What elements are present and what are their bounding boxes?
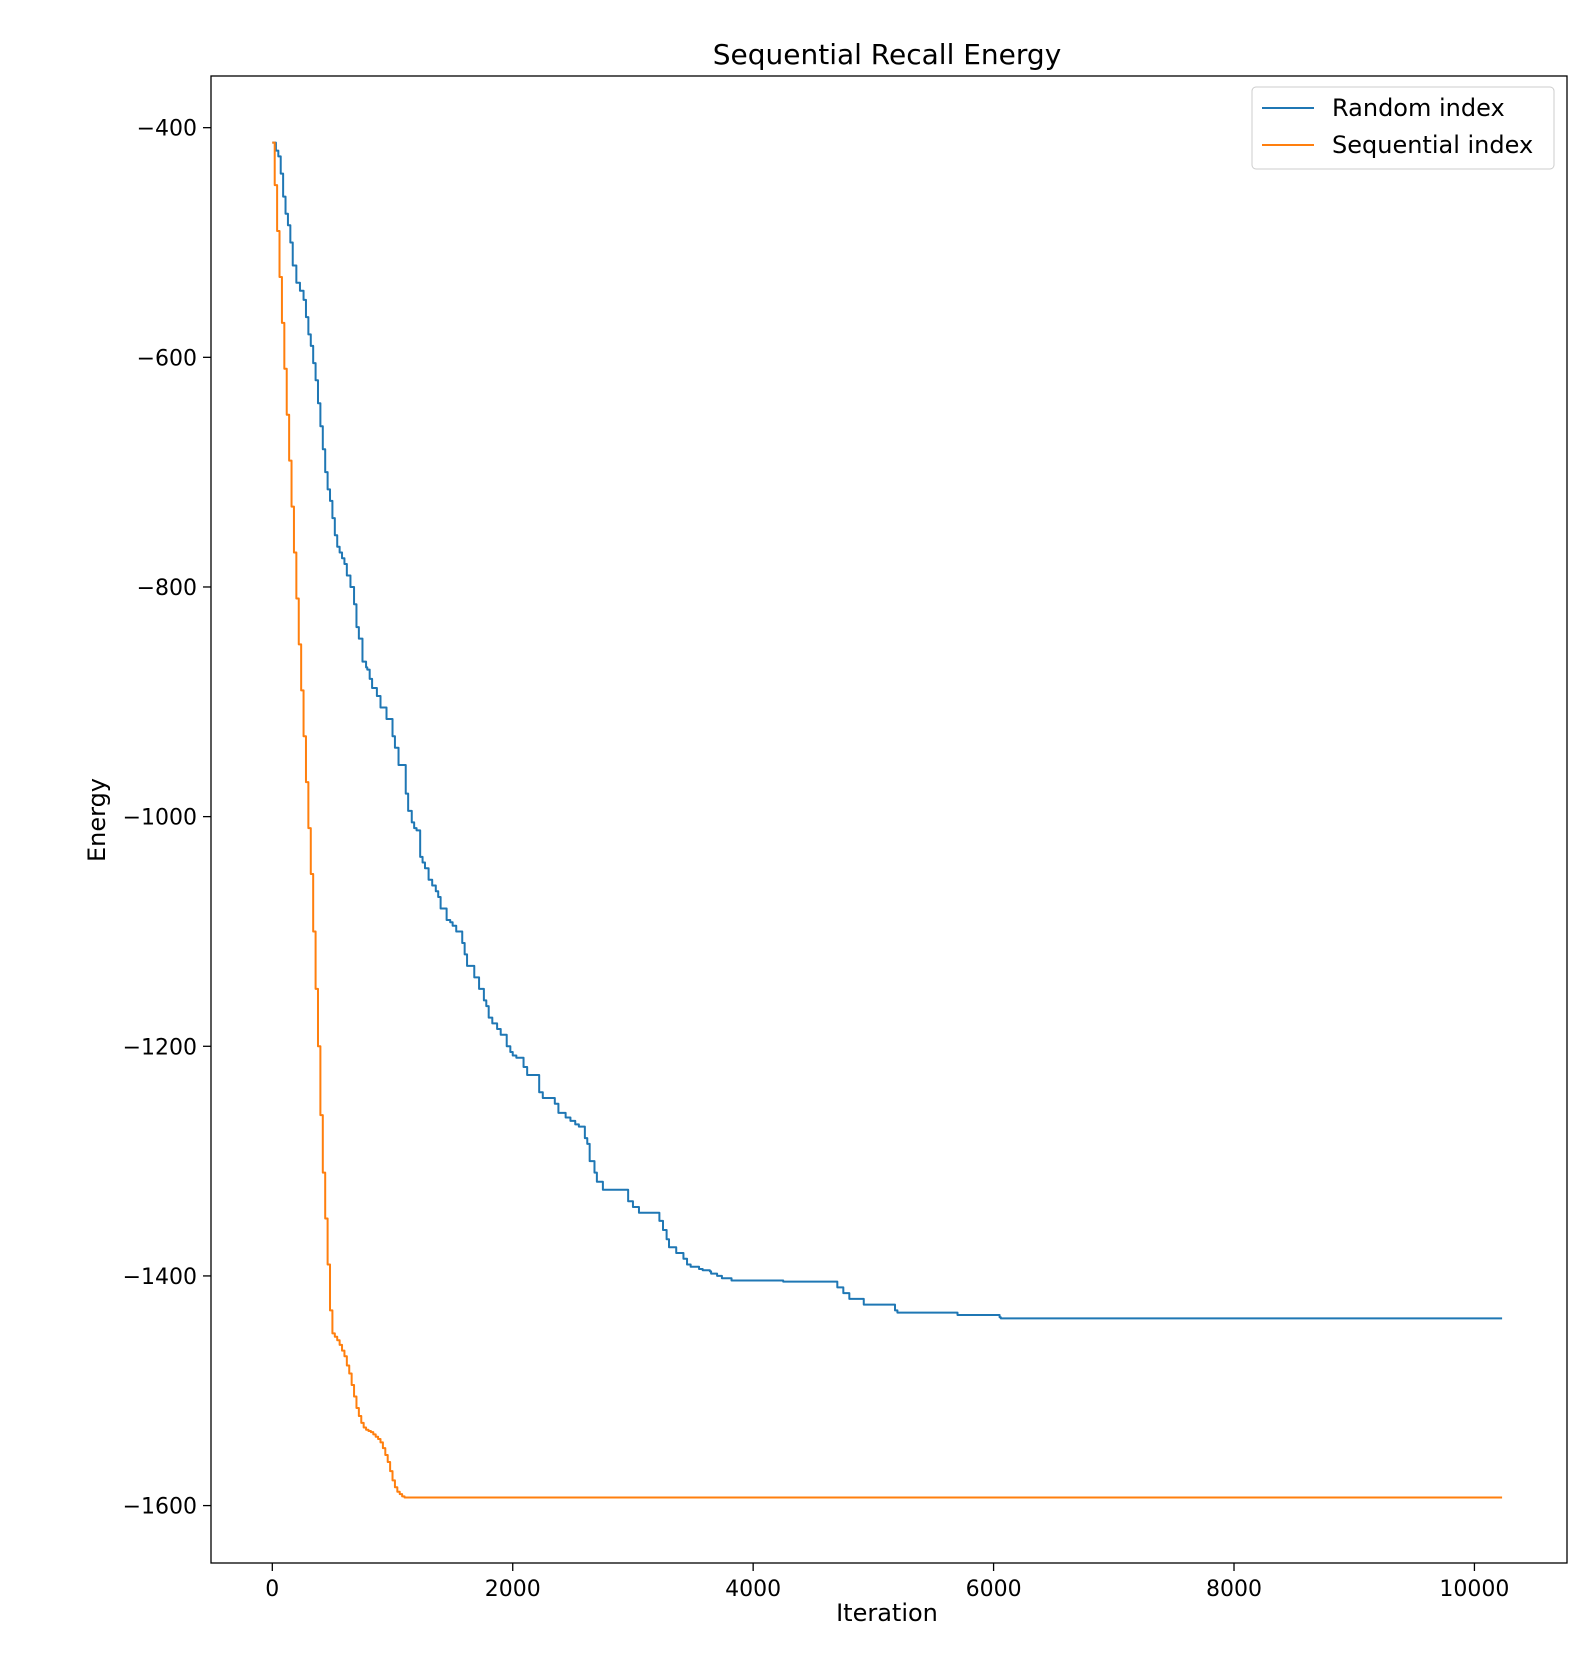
y-axis-label: Energy xyxy=(83,778,111,862)
y-tick-label: −400 xyxy=(137,117,197,142)
y-tick-label: −600 xyxy=(137,346,197,371)
x-tick-label: 8000 xyxy=(1206,1577,1262,1602)
x-tick-label: 10000 xyxy=(1439,1577,1509,1602)
legend-label-sequential-index: Sequential index xyxy=(1332,131,1533,159)
legend-box xyxy=(1251,86,1555,170)
y-tick-label: −1400 xyxy=(123,1265,197,1290)
y-tick-label: −800 xyxy=(137,576,197,601)
legend-label-random-index: Random index xyxy=(1332,94,1505,122)
chart-title: Sequential Recall Energy xyxy=(713,38,1062,71)
series-layer xyxy=(272,141,1503,1499)
legend: Random index Sequential index xyxy=(1251,86,1555,170)
x-axis-ticks: 0 2000 4000 6000 8000 10000 xyxy=(265,1563,1509,1602)
plot-area-frame xyxy=(210,75,1568,1564)
series-line-random-index xyxy=(272,141,1503,1320)
x-axis-label: Iteration xyxy=(836,1599,938,1627)
y-tick-label: −1200 xyxy=(123,1035,197,1060)
y-tick-label: −1000 xyxy=(123,806,197,831)
y-tick-label: −1600 xyxy=(123,1495,197,1520)
series-line-sequential-index xyxy=(272,141,1503,1499)
x-tick-label: 4000 xyxy=(725,1577,781,1602)
x-tick-label: 0 xyxy=(265,1577,279,1602)
x-tick-label: 2000 xyxy=(485,1577,541,1602)
x-tick-label: 6000 xyxy=(966,1577,1022,1602)
y-axis-ticks: −400 −600 −800 −1000 −1200 −1400 −1600 xyxy=(123,117,211,1520)
